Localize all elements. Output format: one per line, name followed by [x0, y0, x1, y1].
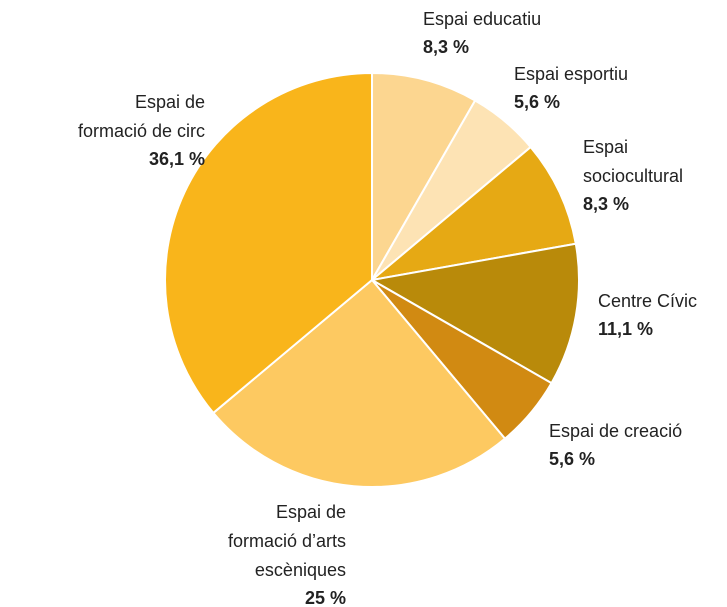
value-label: 25 %	[305, 588, 346, 607]
pie-slice	[211, 278, 507, 488]
pie-slice	[371, 71, 477, 284]
slice-label: Espai de	[276, 502, 346, 522]
value-label: 11,1 %	[598, 319, 653, 339]
slice-label: escèniques	[255, 560, 346, 580]
slice-label: Espai de creació	[549, 421, 682, 441]
slice-label: formació d’arts	[228, 531, 346, 551]
pie-slice	[368, 145, 577, 282]
slice-label: formació de circ	[78, 121, 205, 141]
value-label: 8,3 %	[423, 37, 469, 57]
slice-label: Espai de	[135, 92, 205, 112]
value-label: 5,6 %	[549, 449, 595, 469]
slice-label: Espai esportiu	[514, 64, 628, 84]
pie-slice	[164, 71, 373, 415]
value-label: 8,3 %	[583, 194, 629, 214]
slice-label: sociocultural	[583, 166, 683, 186]
slice-label: Espai educatiu	[423, 9, 541, 29]
value-label: 36,1 %	[149, 149, 205, 169]
slice-label: Espai	[583, 137, 628, 157]
slice-label: Centre Cívic	[598, 291, 697, 311]
value-label: 5,6 %	[514, 92, 560, 112]
pie-slice	[369, 242, 580, 385]
